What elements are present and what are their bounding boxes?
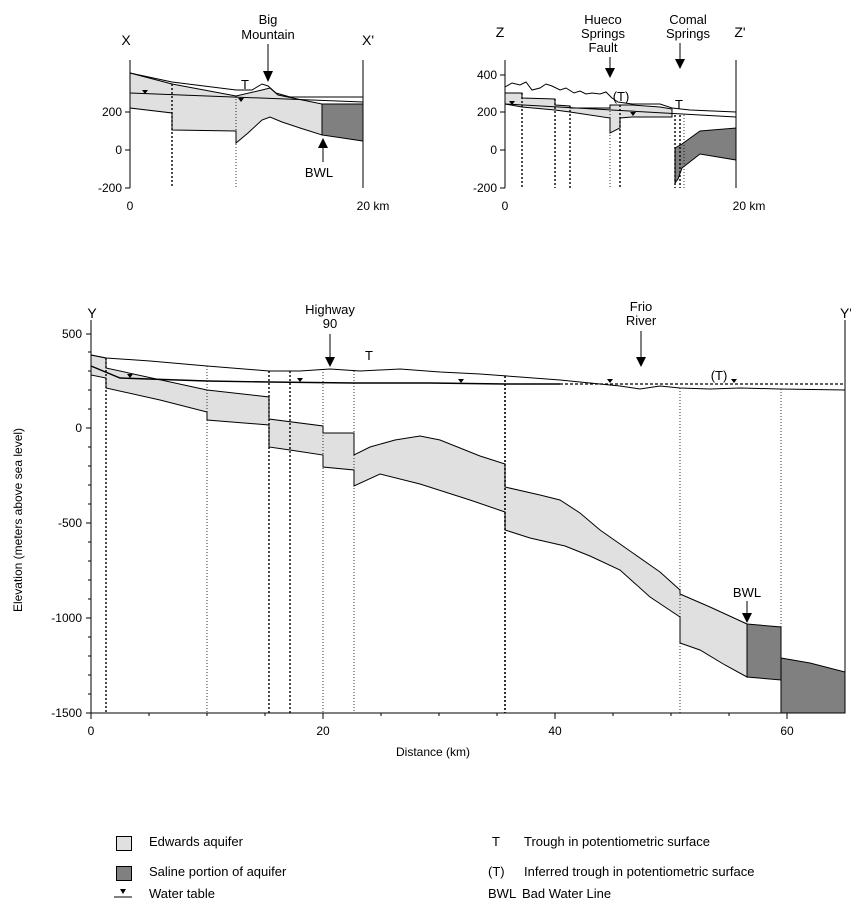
section-label-end: Z' bbox=[734, 24, 745, 40]
y-tick-label: 0 bbox=[115, 143, 122, 157]
water-table-marker bbox=[731, 379, 737, 383]
legend-label: Water table bbox=[149, 886, 215, 901]
bwl-label: BWL bbox=[305, 165, 333, 180]
legend: Edwards aquifer Saline portion of aquife… bbox=[112, 832, 851, 912]
water-table-marker bbox=[509, 101, 515, 105]
land-surface-x bbox=[129, 72, 363, 98]
x-tick-label: 0 bbox=[88, 724, 95, 738]
water-table-marker bbox=[142, 90, 148, 94]
saline-portion-z bbox=[674, 127, 737, 185]
legend-label: Edwards aquifer bbox=[149, 834, 243, 849]
saline-portion-y bbox=[780, 657, 846, 714]
edwards-aquifer-z bbox=[504, 92, 673, 134]
panel-z-section: 400 200 0 -200 0 20 km Z Z' Hueco Spring… bbox=[473, 12, 765, 213]
y-tick-label: 400 bbox=[477, 68, 497, 82]
water-table-marker bbox=[297, 378, 303, 382]
x-tick-label: 20 km bbox=[357, 199, 390, 213]
saline-portion-x bbox=[321, 103, 364, 142]
legend-symbol: (T) bbox=[488, 864, 505, 879]
arrow-head bbox=[605, 68, 615, 78]
frio-river-label: River bbox=[626, 313, 657, 328]
comal-springs-label: Springs bbox=[666, 26, 711, 41]
section-label-start: Z bbox=[496, 24, 505, 40]
legend-symbol: T bbox=[492, 834, 500, 849]
y-tick-label: 200 bbox=[477, 105, 497, 119]
edwards-aquifer-y bbox=[90, 354, 748, 678]
legend-label: Trough in potentiometric surface bbox=[524, 834, 710, 849]
water-table-marker bbox=[238, 98, 244, 102]
legend-label: Bad Water Line bbox=[522, 886, 612, 901]
land-surface-z bbox=[504, 81, 737, 113]
saline-swatch bbox=[116, 866, 132, 881]
frio-river-label: Frio bbox=[630, 299, 652, 314]
arrow-head bbox=[742, 613, 752, 623]
section-label-start: X bbox=[121, 32, 131, 48]
arrow-head bbox=[325, 357, 335, 367]
inferred-trough-label: (T) bbox=[711, 368, 728, 383]
y-tick-label: 0 bbox=[75, 421, 82, 435]
highway-90-label: Highway bbox=[305, 302, 355, 317]
water-table-marker bbox=[127, 374, 133, 378]
bwl-label: BWL bbox=[733, 585, 761, 600]
water-table-x bbox=[129, 92, 364, 103]
hueco-springs-fault-label: Springs bbox=[581, 26, 626, 41]
panel-y-section: 500 0 -500 -1000 -1500 0 20 40 60 Elevat… bbox=[11, 299, 851, 759]
y-tick-label: -200 bbox=[98, 181, 122, 195]
x-axis-label: Distance (km) bbox=[396, 745, 470, 759]
legend-symbol: BWL bbox=[488, 886, 517, 901]
trough-label: T bbox=[241, 77, 249, 92]
edwards-aquifer-x bbox=[129, 72, 323, 145]
water-table-icon bbox=[114, 889, 132, 898]
y-tick-label: -200 bbox=[473, 181, 497, 195]
saline-portion-y bbox=[746, 623, 782, 681]
section-label-end: Y' bbox=[840, 305, 851, 321]
water-table-y bbox=[90, 365, 560, 385]
arrow-head bbox=[636, 357, 646, 367]
section-label-end: X' bbox=[362, 32, 374, 48]
water-table-marker bbox=[607, 379, 613, 383]
y-tick-label: 200 bbox=[102, 105, 122, 119]
arrow-head bbox=[675, 59, 685, 69]
water-table-marker bbox=[630, 112, 636, 116]
big-mountain-label: Big bbox=[259, 12, 278, 27]
highway-90-label: 90 bbox=[323, 316, 337, 331]
inferred-trough-label: (T) bbox=[613, 89, 630, 104]
x-tick-label: 0 bbox=[127, 199, 134, 213]
y-axis-label: Elevation (meters above sea level) bbox=[11, 428, 25, 612]
hueco-springs-fault-label: Fault bbox=[589, 40, 618, 55]
x-tick-label: 20 bbox=[316, 724, 330, 738]
x-tick-label: 0 bbox=[502, 199, 509, 213]
water-table-marker bbox=[458, 379, 464, 383]
legend-label: Saline portion of aquifer bbox=[149, 864, 287, 879]
edwards-swatch bbox=[116, 836, 132, 851]
y-tick-label: 500 bbox=[62, 327, 82, 341]
x-tick-label: 20 km bbox=[733, 199, 766, 213]
trough-label: T bbox=[365, 348, 373, 363]
x-tick-label: 40 bbox=[548, 724, 562, 738]
y-tick-label: 0 bbox=[490, 143, 497, 157]
legend-label: Inferred trough in potentiometric surfac… bbox=[524, 864, 755, 879]
arrow-head bbox=[263, 71, 273, 82]
hueco-springs-fault-label: Hueco bbox=[584, 12, 622, 27]
y-tick-label: -1000 bbox=[51, 611, 82, 625]
land-surface-y bbox=[90, 354, 846, 391]
y-tick-label: -500 bbox=[58, 516, 82, 530]
panel-x-section: 200 0 -200 0 20 km X X' Big Mountain T B… bbox=[98, 12, 389, 213]
section-label-start: Y bbox=[87, 305, 97, 321]
trough-label: T bbox=[675, 97, 683, 112]
comal-springs-label: Comal bbox=[669, 12, 707, 27]
x-tick-label: 60 bbox=[780, 724, 794, 738]
arrow-head bbox=[318, 138, 328, 148]
big-mountain-label: Mountain bbox=[241, 27, 294, 42]
y-tick-label: -1500 bbox=[51, 706, 82, 720]
